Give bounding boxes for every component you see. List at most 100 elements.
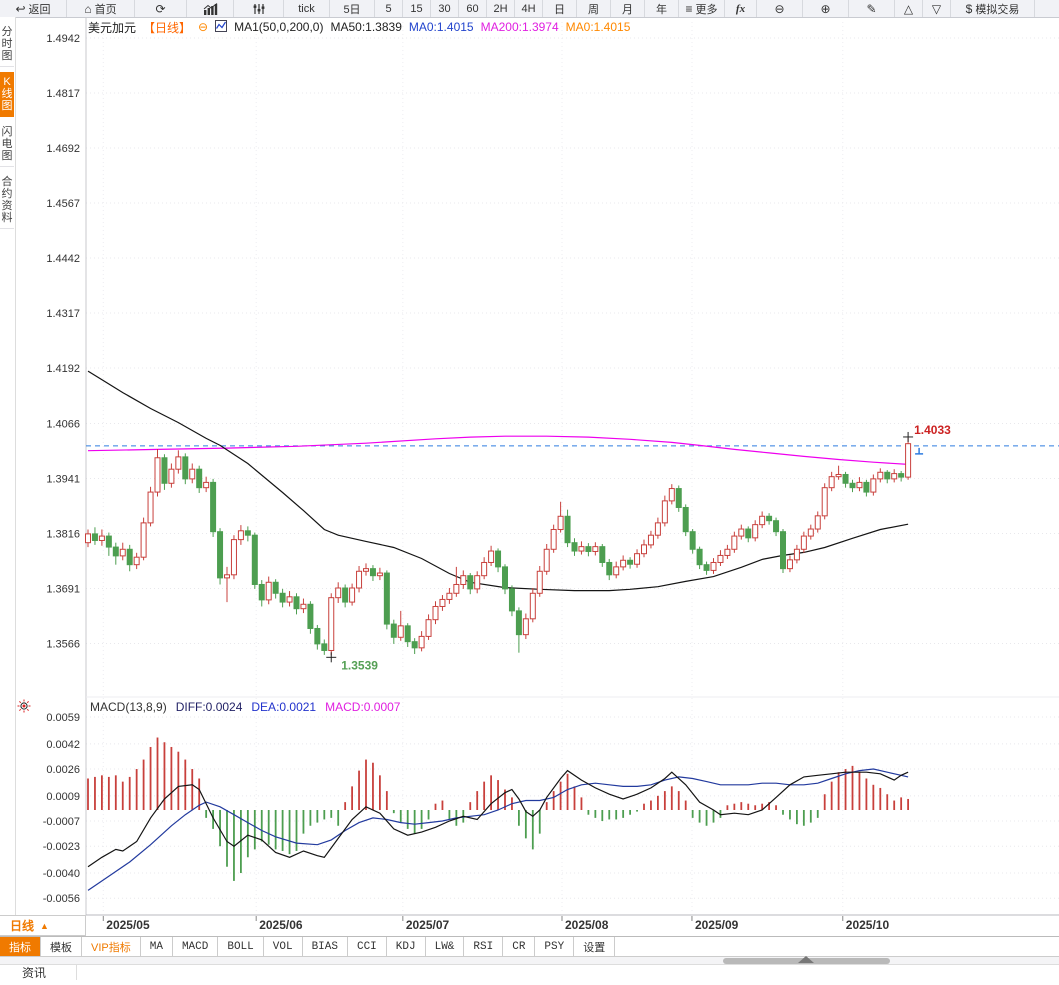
macd-header: MACD(13,8,9) DIFF:0.0024 DEA:0.0021 MACD… (90, 700, 409, 714)
interval-30-label: 30 (438, 2, 451, 15)
macd-axis-label: 0.0009 (46, 791, 80, 803)
more-button[interactable]: ≡ 更多 (679, 0, 725, 17)
back-button-label: 返回 (28, 3, 51, 16)
home-button-label: 首页 (94, 3, 117, 16)
interval-tick[interactable]: tick (284, 0, 330, 17)
home-button[interactable]: ⌂ 首页 (67, 0, 135, 17)
refresh-button[interactable]: ⟳ (135, 0, 187, 17)
tab-kline-chart[interactable]: K线图 (0, 72, 14, 117)
more-button-label: 更多 (695, 3, 718, 16)
interval-5-label: 5 (385, 2, 392, 15)
top-toolbar: ↩ 返回 ⌂ 首页 ⟳ tick 5日 5 15 30 60 2H 4H 日周月年 ≡ 更多 fx ⊖ ⊕ ✎ △ ▽ $ 模… (0, 0, 1059, 18)
interval-year-label: 年 (656, 3, 667, 16)
tab-settings[interactable]: 设置 (574, 937, 616, 956)
interval-60[interactable]: 60 (459, 0, 487, 17)
tab-macd[interactable]: MACD (173, 937, 219, 956)
refresh-button-icon: ⟳ (155, 1, 166, 16)
x-axis-label: 2025/10 (846, 918, 890, 932)
price-axis-label: 1.4692 (46, 143, 80, 155)
news-tab[interactable]: 资讯 (0, 965, 78, 980)
triangle-up-button[interactable]: △ (895, 0, 923, 17)
tab-lw[interactable]: LW& (426, 937, 465, 956)
mini-chart-icon (215, 19, 228, 35)
interval-5d[interactable]: 5日 (330, 0, 375, 17)
ma50-value: MA50:1.3839 (330, 20, 402, 34)
tab-ma[interactable]: MA (141, 937, 173, 956)
bottom-bar: 资讯 (0, 964, 1059, 980)
indicator-settings-button[interactable] (234, 0, 284, 17)
macd-axis-label: -0.0023 (43, 841, 80, 853)
interval-week[interactable]: 周 (577, 0, 611, 17)
interval-2h-label: 2H (493, 2, 508, 15)
sim-trading-button[interactable]: $ 模拟交易 (951, 0, 1035, 17)
draw-button[interactable]: ✎ (849, 0, 895, 17)
tab-flash-chart[interactable]: 闪电图 (0, 122, 14, 167)
back-button[interactable]: ↩ 返回 (0, 0, 67, 17)
tab-bias[interactable]: BIAS (303, 937, 348, 956)
draw-button-icon: ✎ (866, 1, 877, 16)
interval-month[interactable]: 月 (611, 0, 645, 17)
tab-boll[interactable]: BOLL (218, 937, 264, 956)
interval-day[interactable]: 日 (543, 0, 577, 17)
period-selector-label: 日线 (10, 919, 35, 933)
macd-axis-label: -0.0040 (43, 868, 80, 880)
triangle-down-button[interactable]: ▽ (923, 0, 951, 17)
tab-cci[interactable]: CCI (348, 937, 387, 956)
price-axis-label: 1.4442 (46, 253, 80, 265)
interval-5[interactable]: 5 (375, 0, 403, 17)
low-price-annotation: 1.3539 (341, 658, 378, 672)
macd-axis-label: 0.0059 (46, 712, 80, 724)
tab-vol[interactable]: VOL (264, 937, 303, 956)
tab-cr[interactable]: CR (503, 937, 536, 956)
tab-kdj[interactable]: KDJ (387, 937, 426, 956)
fx-button[interactable]: fx (725, 0, 757, 17)
indicator-toggle-icon[interactable] (17, 699, 31, 718)
macd-axis-label: 0.0042 (46, 739, 80, 751)
tab-psy[interactable]: PSY (535, 937, 575, 956)
interval-15[interactable]: 15 (403, 0, 431, 17)
triangle-up-button-icon: △ (903, 1, 914, 16)
price-axis-label: 1.3691 (46, 583, 80, 595)
sim-trading-button-icon: $ (965, 1, 973, 16)
zoom-in-button[interactable]: ⊕ (803, 0, 849, 17)
interval-year[interactable]: 年 (645, 0, 679, 17)
zoom-out-button[interactable]: ⊖ (757, 0, 803, 17)
symbol-name: 美元加元 (88, 20, 137, 35)
period-selector[interactable]: 日线 ▲ (0, 915, 86, 936)
macd-axis-label: -0.0007 (43, 816, 80, 828)
price-axis-label: 1.4567 (46, 198, 80, 210)
tab-templates[interactable]: 模板 (41, 937, 82, 956)
interval-30[interactable]: 30 (431, 0, 459, 17)
interval-2h[interactable]: 2H (487, 0, 515, 17)
macd-axis-label: 0.0026 (46, 764, 80, 776)
tab-time-chart[interactable]: 分时图 (0, 22, 14, 67)
fx-button-label: fx (735, 2, 746, 15)
dea-value: DEA:0.0021 (251, 700, 317, 714)
sim-trading-button-label: 模拟交易 (975, 3, 1020, 16)
panel-splitter[interactable] (0, 956, 1059, 964)
price-axis-label: 1.3816 (46, 528, 80, 540)
collapse-icon[interactable]: ⊖ (198, 20, 209, 34)
price-axis-label: 1.4317 (46, 308, 80, 320)
macd-settings: MACD(13,8,9) (90, 700, 167, 714)
x-axis-label: 2025/09 (695, 918, 739, 932)
interval-4h[interactable]: 4H (515, 0, 543, 17)
tab-vip-indicators[interactable]: VIP指标 (82, 937, 141, 956)
interval-15-label: 15 (410, 2, 423, 15)
news-tab-label: 资讯 (22, 966, 47, 980)
tab-rsi[interactable]: RSI (464, 937, 504, 956)
tab-contract-info[interactable]: 合约资料 (0, 172, 14, 229)
price-axis-label: 1.4942 (46, 33, 80, 45)
ma200-value: MA200:1.3974 (480, 20, 559, 34)
splitter-arrow-icon[interactable] (798, 956, 814, 963)
triangle-down-button-icon: ▽ (931, 1, 942, 16)
macd-axis-label: -0.0056 (43, 893, 80, 905)
bar-chart-button[interactable] (187, 0, 234, 17)
tab-indicators[interactable]: 指标 (0, 937, 41, 956)
diff-value: DIFF:0.0024 (175, 700, 243, 714)
home-button-icon: ⌂ (84, 1, 92, 16)
ma0-blue-value: MA0:1.4015 (408, 20, 474, 34)
price-axis-label: 1.4066 (46, 418, 80, 430)
